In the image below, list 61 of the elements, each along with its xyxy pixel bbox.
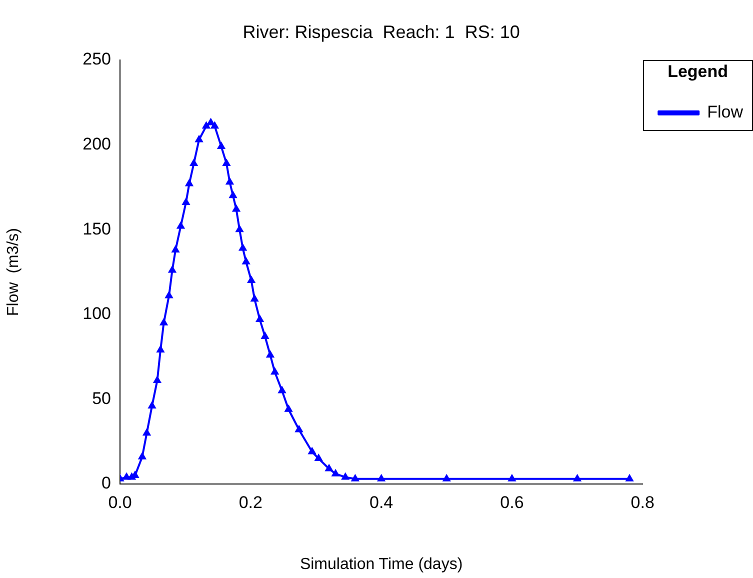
point [261,332,269,339]
point [314,454,323,462]
point [190,158,198,166]
point [148,401,156,408]
point [142,428,151,436]
point [508,474,516,482]
point [573,474,582,482]
x-tick-label: 0.8 [630,492,654,512]
x-tick-label: 0.0 [108,492,132,512]
x-axis-title: Simulation Time (days) [300,556,463,573]
point [442,474,451,482]
y-tick-label: 250 [82,50,111,69]
point [222,158,230,166]
point [278,386,286,394]
point [160,318,168,326]
point [156,346,164,353]
chart-title: River: Rispescia Reach: 1 RS: 10 [242,22,520,42]
x-tick-label: 0.6 [500,492,524,512]
point [325,464,334,472]
point [284,404,293,412]
point [295,425,303,432]
point [341,472,350,480]
y-tick-label: 150 [82,219,111,238]
point [270,368,279,375]
point [332,469,340,476]
point [195,135,204,142]
point [236,225,244,232]
point [351,474,360,482]
point [176,222,185,229]
point [217,142,226,149]
point [242,257,250,264]
point [210,122,219,129]
point [172,245,180,252]
point [377,474,386,482]
y-tick-label: 0 [102,474,111,493]
point [138,452,146,460]
y-tick-label: 200 [82,134,111,154]
point [250,294,259,302]
x-tick-label: 0.2 [238,492,262,512]
point [247,276,256,283]
point [165,291,173,298]
point [182,198,190,205]
point [202,122,210,129]
point [232,204,240,212]
point [206,118,215,126]
y-tick-label: 50 [92,388,111,408]
y-axis-title: Flow (m3/s) [5,228,22,316]
point [168,266,176,273]
legend-label: Flow [707,102,744,122]
x-tick-label: 0.4 [369,492,394,512]
point [266,350,274,358]
y-tick-label: 100 [82,304,111,324]
point [226,178,234,185]
point [238,244,247,251]
point [185,179,194,186]
legend-title: Legend [668,62,728,82]
point [256,314,264,322]
point [153,376,162,384]
point [308,447,316,454]
point [626,474,634,482]
point [229,191,237,198]
